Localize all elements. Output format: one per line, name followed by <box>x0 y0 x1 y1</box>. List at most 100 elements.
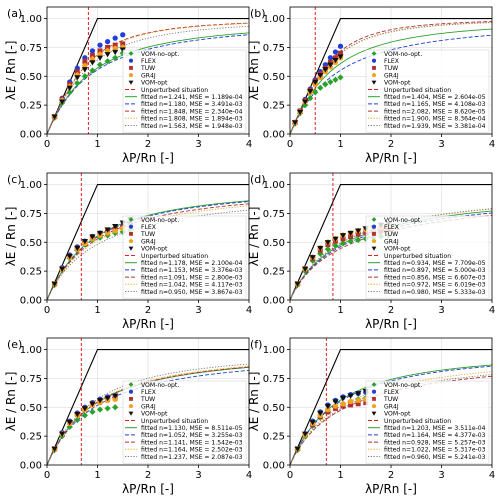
legend-marker-tuw <box>129 231 133 236</box>
y-axis-label: λE / Rn [-] <box>247 41 261 101</box>
x-tick-label: 2 <box>388 139 394 150</box>
legend-label: fitted n=1.164, MSE = 2.502e-03 <box>141 447 243 454</box>
legend-label: fitted n=0.950, MSE = 3.867e-03 <box>141 289 243 296</box>
panel-d: 0 1 2 3 4 0.00 0.25 0.50 0.75 1.00(d) λP/Rn [-] λE … <box>247 172 495 331</box>
panel-a: 0 1 2 3 4 0.00 0.25 0.50 0.75 1.00(a) λP/Rn [-] λE … <box>4 6 252 165</box>
point-flex <box>332 49 339 55</box>
legend-label: fitted n=1.237, MSE = 2.087e-03 <box>141 454 243 461</box>
legend-label: VOM-opt <box>384 411 411 418</box>
y-tick-label: 0.25 <box>263 267 285 278</box>
point-vom_opt <box>302 431 309 437</box>
legend-marker-tuw <box>372 231 376 236</box>
point-vom_opt <box>104 227 111 233</box>
legend-label: TUW <box>383 396 398 403</box>
x-tick-label: 4 <box>246 470 252 481</box>
legend-label: fitted n=1.808, MSE = 1.894e-03 <box>141 116 243 123</box>
point-gr4j <box>97 51 103 57</box>
legend-label: fitted n=1.164, MSE = 4.377e-03 <box>384 432 486 439</box>
budyko-limit-line <box>47 183 249 300</box>
point-vom_opt <box>112 223 119 230</box>
x-tick-label: 0 <box>287 305 293 316</box>
point-flex <box>104 39 111 45</box>
point-vom_opt <box>294 446 301 452</box>
y-tick-label: 0.50 <box>20 72 42 83</box>
point-vom_opt <box>96 398 104 404</box>
point-vom_no_opt <box>104 405 111 412</box>
legend-marker-flex <box>128 224 134 229</box>
legend-label: TUW <box>140 396 155 403</box>
fitted-curve-vom_opt <box>47 25 249 134</box>
legend-label: Unperturbed situation <box>384 253 451 260</box>
x-tick-label: 0 <box>44 305 50 316</box>
legend-marker-flex <box>128 58 134 63</box>
x-tick-label: 4 <box>489 470 495 481</box>
legend-label: VOM-opt <box>384 80 411 87</box>
point-vom_no_opt <box>74 80 81 87</box>
point-gr4j <box>104 47 111 54</box>
point-vom_opt <box>339 395 347 402</box>
point-vom_no_opt <box>74 416 81 424</box>
panel-label: (d) <box>250 173 266 186</box>
legend-box <box>122 49 247 133</box>
point-vom_opt <box>74 245 81 252</box>
point-vom_opt <box>297 109 304 116</box>
legend-label: GR4J <box>141 72 156 79</box>
legend-label: GR4J <box>141 403 156 410</box>
point-tuw <box>89 53 95 58</box>
legend-label: fitted n=0.934, MSE = 7.709e-05 <box>384 260 486 267</box>
x-tick-label: 1 <box>94 470 100 481</box>
fitted-curve-vom_no_opt <box>290 28 492 134</box>
point-vom_opt <box>347 230 354 237</box>
y-tick-label: 0.25 <box>20 267 42 278</box>
y-tick-label: 0.25 <box>20 101 42 112</box>
point-vom_opt <box>322 67 329 73</box>
legend-label: Unperturbed situation <box>384 418 451 425</box>
point-vom_opt <box>309 255 316 261</box>
point-tuw <box>348 402 354 408</box>
budyko-limit-line <box>290 183 492 300</box>
legend-label: VOM-opt <box>384 246 411 253</box>
legend-label: FLEX <box>141 58 156 65</box>
panel-label: (a) <box>7 7 22 20</box>
point-vom_no_opt <box>89 67 96 74</box>
x-tick-label: 4 <box>246 139 252 150</box>
legend-label: VOM-no-opt. <box>384 51 422 58</box>
point-vom_opt <box>324 240 331 246</box>
point-vom_opt <box>74 75 81 81</box>
x-axis-label: λP/Rn [-] <box>365 482 417 496</box>
x-axis-label: λP/Rn [-] <box>122 317 174 331</box>
y-tick-label: 1.00 <box>20 14 42 25</box>
point-vom_opt <box>309 420 316 426</box>
point-vom_opt <box>317 410 324 417</box>
budyko-limit-line <box>47 348 249 465</box>
x-tick-label: 0 <box>287 470 293 481</box>
point-vom_no_opt <box>339 240 347 247</box>
legend-marker-vom_opt <box>128 411 134 416</box>
y-tick-label: 1.00 <box>263 14 285 25</box>
legend-label: GR4J <box>384 72 399 79</box>
point-gr4j <box>112 45 119 52</box>
legend-marker-vom_no_opt <box>128 217 134 222</box>
legend-marker-gr4j <box>128 72 134 78</box>
point-vom_no_opt <box>322 81 329 88</box>
legend-label: fitted n=1.241, MSE = 1.189e-04 <box>141 94 243 101</box>
y-axis-label: λE / Rn [-] <box>247 207 261 267</box>
fitted-curve-tuw <box>47 22 249 134</box>
y-axis-label: λE / Rn [-] <box>4 41 18 101</box>
point-tuw <box>74 69 80 75</box>
y-tick-label: 0.75 <box>20 209 42 220</box>
legend-marker-tuw <box>372 396 376 401</box>
point-flex <box>89 48 96 54</box>
legend-label: VOM-no-opt. <box>141 217 179 224</box>
legend-label: fitted n=0.972, MSE = 6.019e-03 <box>384 282 486 289</box>
legend-marker-vom_no_opt <box>128 382 134 387</box>
point-vom_opt <box>327 62 334 68</box>
panel-label: (b) <box>250 7 266 20</box>
fitted-curve-flex <box>47 34 249 134</box>
fitted-curve-flex <box>290 365 492 465</box>
legend-label: VOM-no-opt. <box>384 382 422 389</box>
point-gr4j <box>112 396 119 402</box>
point-flex <box>112 35 118 41</box>
point-vom_opt <box>324 403 331 410</box>
